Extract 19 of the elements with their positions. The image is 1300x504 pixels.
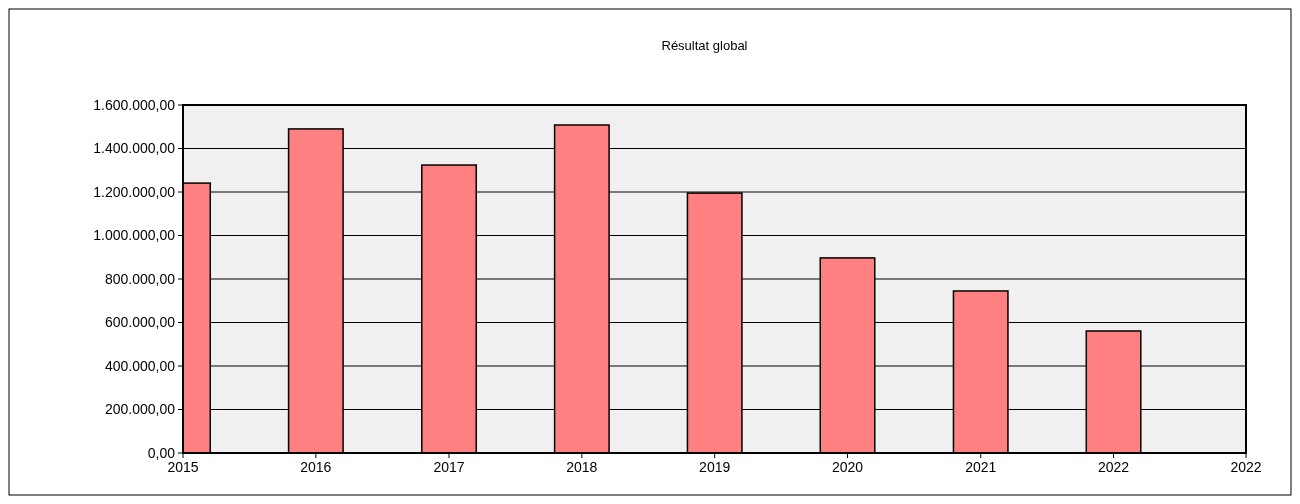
x-tick-label: 2020 bbox=[831, 459, 864, 475]
x-tick-label: 2022 bbox=[1097, 459, 1130, 475]
x-tick-label: 2019 bbox=[699, 459, 731, 475]
x-tick-label: 2015 bbox=[167, 459, 199, 475]
x-tick-label: 2021 bbox=[965, 459, 997, 475]
y-tick-label: 400.000,00 bbox=[104, 357, 176, 374]
x-tick-label: 2016 bbox=[300, 459, 332, 475]
y-tick-label: 1.600.000,00 bbox=[93, 96, 176, 113]
y-tick-label: 600.000,00 bbox=[104, 314, 176, 331]
y-tick-label: 1.200.000,00 bbox=[93, 183, 176, 200]
y-tick-label: 0,00 bbox=[147, 444, 176, 461]
y-tick-label: 1.000.000,00 bbox=[93, 227, 176, 244]
chart-title: Résultat global bbox=[661, 38, 748, 53]
x-tick-label: 2018 bbox=[566, 459, 598, 475]
y-tick-label: 200.000,00 bbox=[104, 401, 176, 418]
x-tick-label: 2022 bbox=[1230, 459, 1262, 475]
y-tick-label: 1.400.000,00 bbox=[93, 140, 176, 157]
x-tick-label: 2017 bbox=[433, 459, 465, 475]
y-tick-label: 800.000,00 bbox=[104, 270, 176, 287]
